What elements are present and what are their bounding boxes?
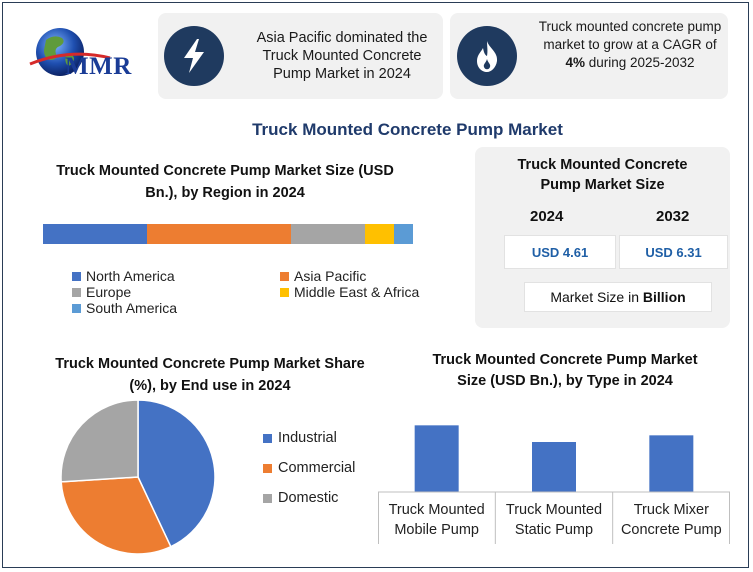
region-bar-segment-middle-east-and-africa [364, 224, 395, 244]
main-title: Truck Mounted Concrete Pump Market [252, 120, 563, 139]
type-bar-truck-mounted-static-pump [532, 442, 576, 492]
highlight-card-region: Asia Pacific dominated the Truck Mounted… [158, 13, 443, 99]
unit-billion: Billion [642, 289, 686, 305]
region-legend-item-south-america: South America [72, 300, 280, 316]
region-bar-segment-south-america [394, 224, 413, 244]
type-category-label-truck-mounted-static-pump: Truck Mounted Static Pump [506, 502, 602, 538]
type-bar-truck-mixer-concrete-pump [649, 435, 694, 492]
legend-swatch [280, 287, 289, 297]
pie-slice-domestic [60, 399, 139, 483]
lightning-icon-badge [164, 26, 224, 86]
type-bar-chart: Truck Mounted Mobile Pump Truck Mounted Sta… [378, 425, 730, 544]
legend-swatch [72, 271, 81, 281]
region-bar-segment-asia-pacific [146, 224, 291, 244]
cagr-value: 4% [565, 55, 585, 70]
legend-swatch [72, 303, 81, 313]
region-legend-item-europe: Europe [72, 284, 280, 300]
legend-label: North America [86, 268, 175, 284]
enduse-legend-item-domestic: Domestic [263, 490, 383, 506]
pie-slice-industrial [137, 399, 216, 548]
year-2024: 2024 [530, 208, 564, 225]
enduse-pie-chart [60, 399, 216, 555]
type-category-label-truck-mounted-mobile-pump: Truck Mounted Mobile Pump [389, 502, 485, 538]
legend-label: Industrial [278, 430, 337, 446]
highlight-card-cagr: Truck mounted concrete pump market to gr… [450, 13, 728, 99]
region-bar-segment-north-america [43, 224, 147, 244]
enduse-chart-title: Truck Mounted Concrete Pump Market Share… [55, 356, 365, 394]
cagr-text-after: during 2025-2032 [584, 55, 695, 70]
legend-swatch [280, 271, 289, 281]
legend-label: Europe [86, 284, 132, 300]
market-size-card: Truck Mounted Concrete Pump Market Size … [475, 147, 730, 328]
globe-icon [29, 28, 111, 76]
region-legend-item-middle-east-and-africa: Middle East & Africa [280, 284, 460, 300]
legend-label: Commercial [278, 460, 356, 476]
highlight-cagr-text: Truck mounted concrete pump market to gr… [538, 18, 722, 72]
year-2032: 2032 [656, 208, 690, 225]
legend-swatch [72, 287, 81, 297]
enduse-legend-item-commercial: Commercial [263, 460, 383, 476]
cagr-text-before: Truck mounted concrete pump market to gr… [538, 19, 722, 52]
enduse-legend-item-industrial: Industrial [263, 430, 383, 446]
value-2024: USD 4.61 [504, 235, 616, 269]
legend-label: Asia Pacific [294, 268, 367, 284]
region-legend-item-north-america: North America [72, 268, 280, 284]
region-legend: North America Asia Pacific Europe Middle Ea… [72, 268, 452, 316]
legend-label: Domestic [278, 490, 339, 506]
logo: MMR [22, 24, 154, 84]
highlight-region-text: Asia Pacific dominated the Truck Mounted… [256, 30, 428, 82]
market-size-unit-note: Market Size in Billion [524, 282, 712, 312]
flame-icon [477, 41, 498, 72]
lightning-icon [184, 39, 204, 73]
type-bar-truck-mounted-mobile-pump [414, 425, 459, 492]
value-2032: USD 6.31 [619, 235, 728, 269]
type-chart-title: Truck Mounted Concrete Pump Market Size … [432, 352, 698, 389]
legend-swatch [263, 433, 272, 443]
flame-icon-badge [457, 26, 517, 86]
region-legend-item-asia-pacific: Asia Pacific [280, 268, 460, 284]
legend-label: South America [86, 300, 178, 316]
enduse-legend: Industrial Commercial Domestic [263, 430, 383, 520]
market-size-title: Truck Mounted Concrete Pump Market Size [517, 157, 688, 193]
legend-label: Middle East & Africa [294, 284, 420, 300]
type-category-label-truck-mixer-concrete-pump: Truck Mixer Concrete Pump [621, 502, 722, 538]
region-bar-segment-europe [290, 224, 365, 244]
legend-swatch [263, 463, 272, 473]
region-stacked-bar [43, 224, 413, 244]
pie-slice-commercial [60, 476, 172, 555]
logo-text: MMR [65, 53, 132, 80]
region-chart-title: Truck Mounted Concrete Pump Market Size … [56, 163, 394, 201]
legend-swatch [263, 493, 272, 503]
